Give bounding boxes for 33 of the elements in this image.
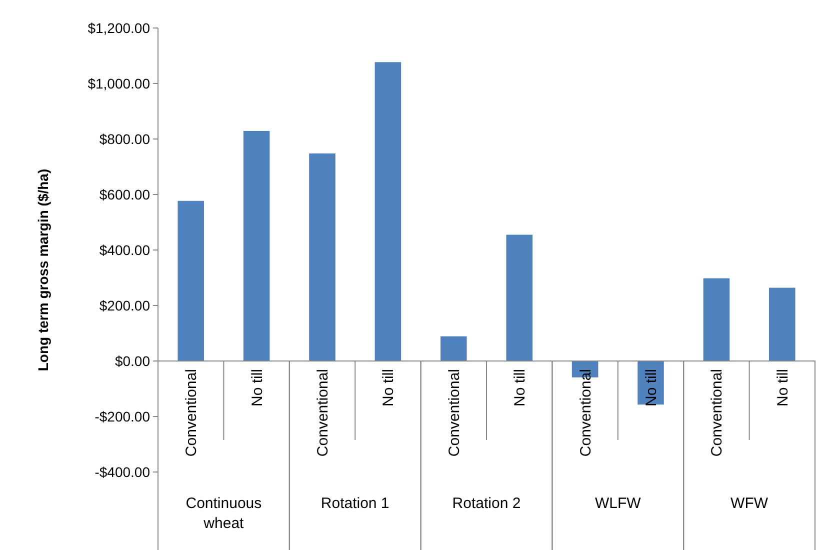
text: Rotation 2 [452, 495, 521, 512]
y-axis-title: Long term gross margin ($/ha) [35, 168, 51, 372]
y-tick-label: $1,000.00 [88, 75, 150, 92]
x-tick-label: No till [380, 369, 398, 407]
bar [506, 234, 532, 361]
text: Rotation 1 [320, 495, 390, 512]
bar [440, 336, 467, 361]
bar [769, 288, 796, 361]
x-tick-label: Conventional [314, 369, 332, 457]
x-tick-label: No till [774, 369, 792, 407]
bar [703, 278, 730, 361]
x-tick-label: Conventional [708, 369, 726, 457]
y-tick-label: $1,200.00 [88, 20, 150, 36]
text: WLFW [594, 495, 642, 512]
y-tick-label: $600.00 [99, 186, 150, 202]
y-tick-label: $0.00 [114, 352, 150, 369]
y-tick-label: $200.00 [99, 297, 150, 314]
bar [309, 153, 336, 361]
text: WFW [730, 495, 769, 512]
x-tick-label: Conventional [446, 369, 463, 457]
x-tick-label: Conventional [183, 369, 200, 457]
x-tick-label: Conventional [577, 369, 594, 457]
y-tick-label: $800.00 [99, 130, 150, 147]
x-tick-label: No till [512, 369, 529, 407]
y-tick-label: -$200.00 [94, 408, 150, 424]
y-tick-label: $400.00 [99, 242, 150, 258]
text: Continuous wheat [186, 495, 262, 532]
x-tick-label: No till [643, 369, 660, 407]
bar [374, 62, 402, 361]
y-tick-label: -$400.00 [94, 464, 150, 480]
bar [243, 130, 270, 361]
bar [178, 200, 204, 361]
x-tick-label: No till [248, 369, 266, 407]
